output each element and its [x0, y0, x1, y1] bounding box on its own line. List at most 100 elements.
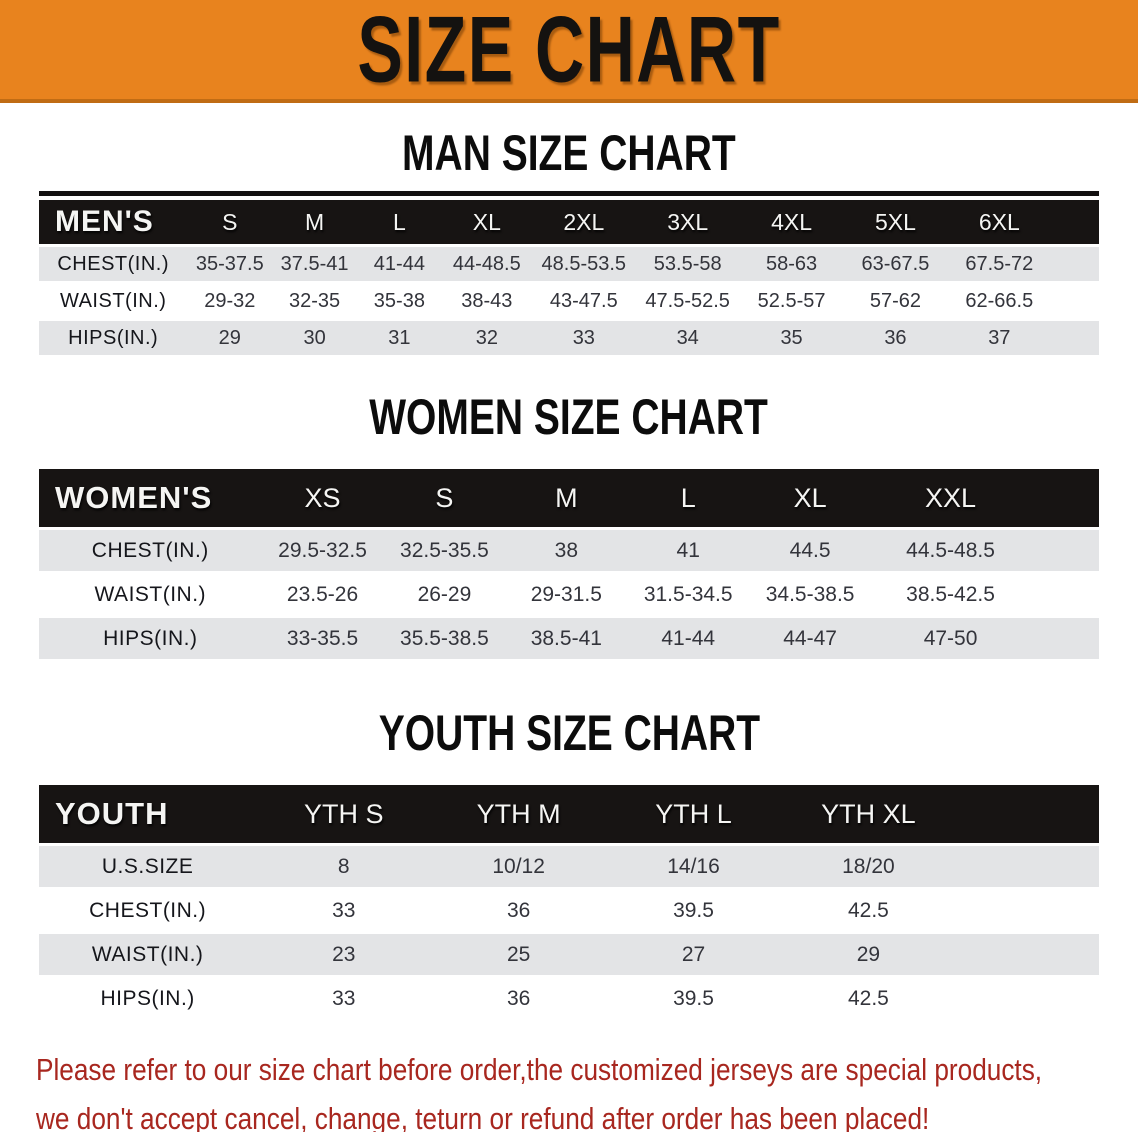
size-cell: 44-47	[749, 616, 872, 659]
size-cell: 25	[431, 932, 607, 977]
women-header-row: WOMEN'S XS S M L XL XXL	[39, 469, 1099, 529]
row-label: U.S.SIZE	[39, 844, 257, 889]
section-women: WOMEN SIZE CHART WOMEN'S XS S M L XL XXL CHEST(…	[0, 391, 1138, 659]
size-chart-banner: SIZE CHART	[0, 0, 1138, 103]
size-cell: 48.5-53.5	[531, 245, 636, 283]
youth-section-heading: YOUTH SIZE CHART	[0, 707, 1138, 759]
table-row: WAIST(IN.) 23.5-26 26-29 29-31.5 31.5-34.5 34…	[39, 572, 1099, 617]
men-header-row: MEN'S S M L XL 2XL 3XL 4XL 5XL 6XL	[39, 200, 1099, 246]
spacer-cell	[1051, 245, 1099, 283]
size-cell: 29	[780, 932, 956, 977]
size-cell: 31	[356, 319, 442, 355]
disclaimer: Please refer to our size chart before or…	[36, 1045, 1138, 1132]
men-section-heading-text: MAN SIZE CHART	[402, 125, 736, 181]
men-table-top-rule	[39, 191, 1099, 196]
row-label: HIPS(IN.)	[39, 616, 262, 659]
men-table-title: MEN'S	[39, 200, 188, 246]
size-cell: 29-32	[187, 282, 273, 320]
women-size-table: WOMEN'S XS S M L XL XXL CHEST(IN.) 29.5-32.5 32.5…	[39, 469, 1099, 659]
table-row: CHEST(IN.) 29.5-32.5 32.5-35.5 38 41 44.5 44.5…	[39, 528, 1099, 573]
size-column-header: S	[383, 469, 506, 529]
size-column-header: S	[187, 200, 273, 246]
size-cell: 36	[431, 976, 607, 1019]
size-cell: 36	[843, 319, 948, 355]
spacer-cell	[955, 932, 1099, 977]
size-cell: 42.5	[780, 888, 956, 933]
size-column-header: 2XL	[531, 200, 636, 246]
size-column-header: XL	[749, 469, 872, 529]
size-column-header: XS	[261, 469, 384, 529]
spacer-cell	[1051, 282, 1099, 320]
section-youth: YOUTH SIZE CHART YOUTH YTH S YTH M YTH L YTH…	[0, 707, 1138, 1019]
spacer-cell	[955, 888, 1099, 933]
size-cell: 34.5-38.5	[749, 572, 872, 617]
size-cell: 35	[739, 319, 844, 355]
size-cell: 37.5-41	[272, 245, 357, 283]
size-cell: 63-67.5	[843, 245, 948, 283]
women-section-heading: WOMEN SIZE CHART	[0, 391, 1138, 443]
table-row: U.S.SIZE 8 10/12 14/16 18/20	[39, 844, 1099, 889]
size-column-header: YTH XL	[780, 785, 956, 845]
size-cell: 33-35.5	[261, 616, 384, 659]
size-cell: 37	[947, 319, 1052, 355]
disclaimer-line-2: we don't accept cancel, change, teturn o…	[36, 1101, 930, 1132]
size-cell: 33	[256, 888, 432, 933]
size-column-header: YTH L	[606, 785, 781, 845]
size-column-header: XL	[441, 200, 532, 246]
size-cell: 41	[627, 528, 750, 573]
size-cell: 35.5-38.5	[383, 616, 506, 659]
size-cell: 32	[441, 319, 532, 355]
size-cell: 44-48.5	[441, 245, 532, 283]
spacer-cell	[1030, 528, 1099, 573]
row-label: CHEST(IN.)	[39, 888, 257, 933]
spacer-cell	[955, 844, 1099, 889]
size-cell: 44.5-48.5	[871, 528, 1031, 573]
size-column-header: YTH S	[256, 785, 432, 845]
row-label: WAIST(IN.)	[39, 282, 188, 320]
men-section-heading: MAN SIZE CHART	[0, 127, 1138, 179]
size-cell: 35-38	[356, 282, 442, 320]
size-column-header: M	[505, 469, 628, 529]
table-row: CHEST(IN.) 35-37.5 37.5-41 41-44 44-48.5 48.5…	[39, 245, 1099, 283]
size-cell: 58-63	[739, 245, 844, 283]
spacer-cell	[1051, 319, 1099, 355]
row-label: CHEST(IN.)	[39, 528, 262, 573]
size-cell: 47-50	[871, 616, 1031, 659]
spacer-cell	[1051, 200, 1099, 246]
size-column-header: XXL	[871, 469, 1031, 529]
spacer-cell	[1030, 572, 1099, 617]
size-cell: 29-31.5	[505, 572, 628, 617]
size-cell: 52.5-57	[739, 282, 844, 320]
size-cell: 18/20	[780, 844, 956, 889]
size-column-header: 4XL	[739, 200, 844, 246]
size-cell: 23.5-26	[261, 572, 384, 617]
youth-header-row: YOUTH YTH S YTH M YTH L YTH XL	[39, 785, 1099, 845]
size-cell: 10/12	[431, 844, 607, 889]
size-cell: 42.5	[780, 976, 956, 1019]
size-cell: 67.5-72	[947, 245, 1052, 283]
women-table-title: WOMEN'S	[39, 469, 262, 529]
youth-size-table: YOUTH YTH S YTH M YTH L YTH XL U.S.SIZE 8 10/12…	[39, 785, 1099, 1019]
size-column-header: 5XL	[843, 200, 948, 246]
size-column-header: L	[627, 469, 750, 529]
size-cell: 29	[187, 319, 273, 355]
size-cell: 31.5-34.5	[627, 572, 750, 617]
size-cell: 30	[272, 319, 357, 355]
size-cell: 39.5	[606, 888, 781, 933]
size-cell: 53.5-58	[635, 245, 740, 283]
size-cell: 44.5	[749, 528, 872, 573]
men-size-table: MEN'S S M L XL 2XL 3XL 4XL 5XL 6XL CHEST(IN.) 35-37…	[39, 200, 1099, 355]
table-row: HIPS(IN.) 33-35.5 35.5-38.5 38.5-41 41-44 44-…	[39, 616, 1099, 659]
table-row: WAIST(IN.) 29-32 32-35 35-38 38-43 43-47.5 47.…	[39, 282, 1099, 320]
size-cell: 41-44	[356, 245, 442, 283]
size-column-header: 3XL	[635, 200, 740, 246]
row-label: HIPS(IN.)	[39, 319, 188, 355]
size-cell: 39.5	[606, 976, 781, 1019]
size-cell: 33	[256, 976, 432, 1019]
size-cell: 8	[256, 844, 432, 889]
table-row: HIPS(IN.) 33 36 39.5 42.5	[39, 976, 1099, 1019]
size-cell: 36	[431, 888, 607, 933]
size-cell: 41-44	[627, 616, 750, 659]
spacer-cell	[955, 785, 1099, 845]
size-cell: 43-47.5	[531, 282, 636, 320]
